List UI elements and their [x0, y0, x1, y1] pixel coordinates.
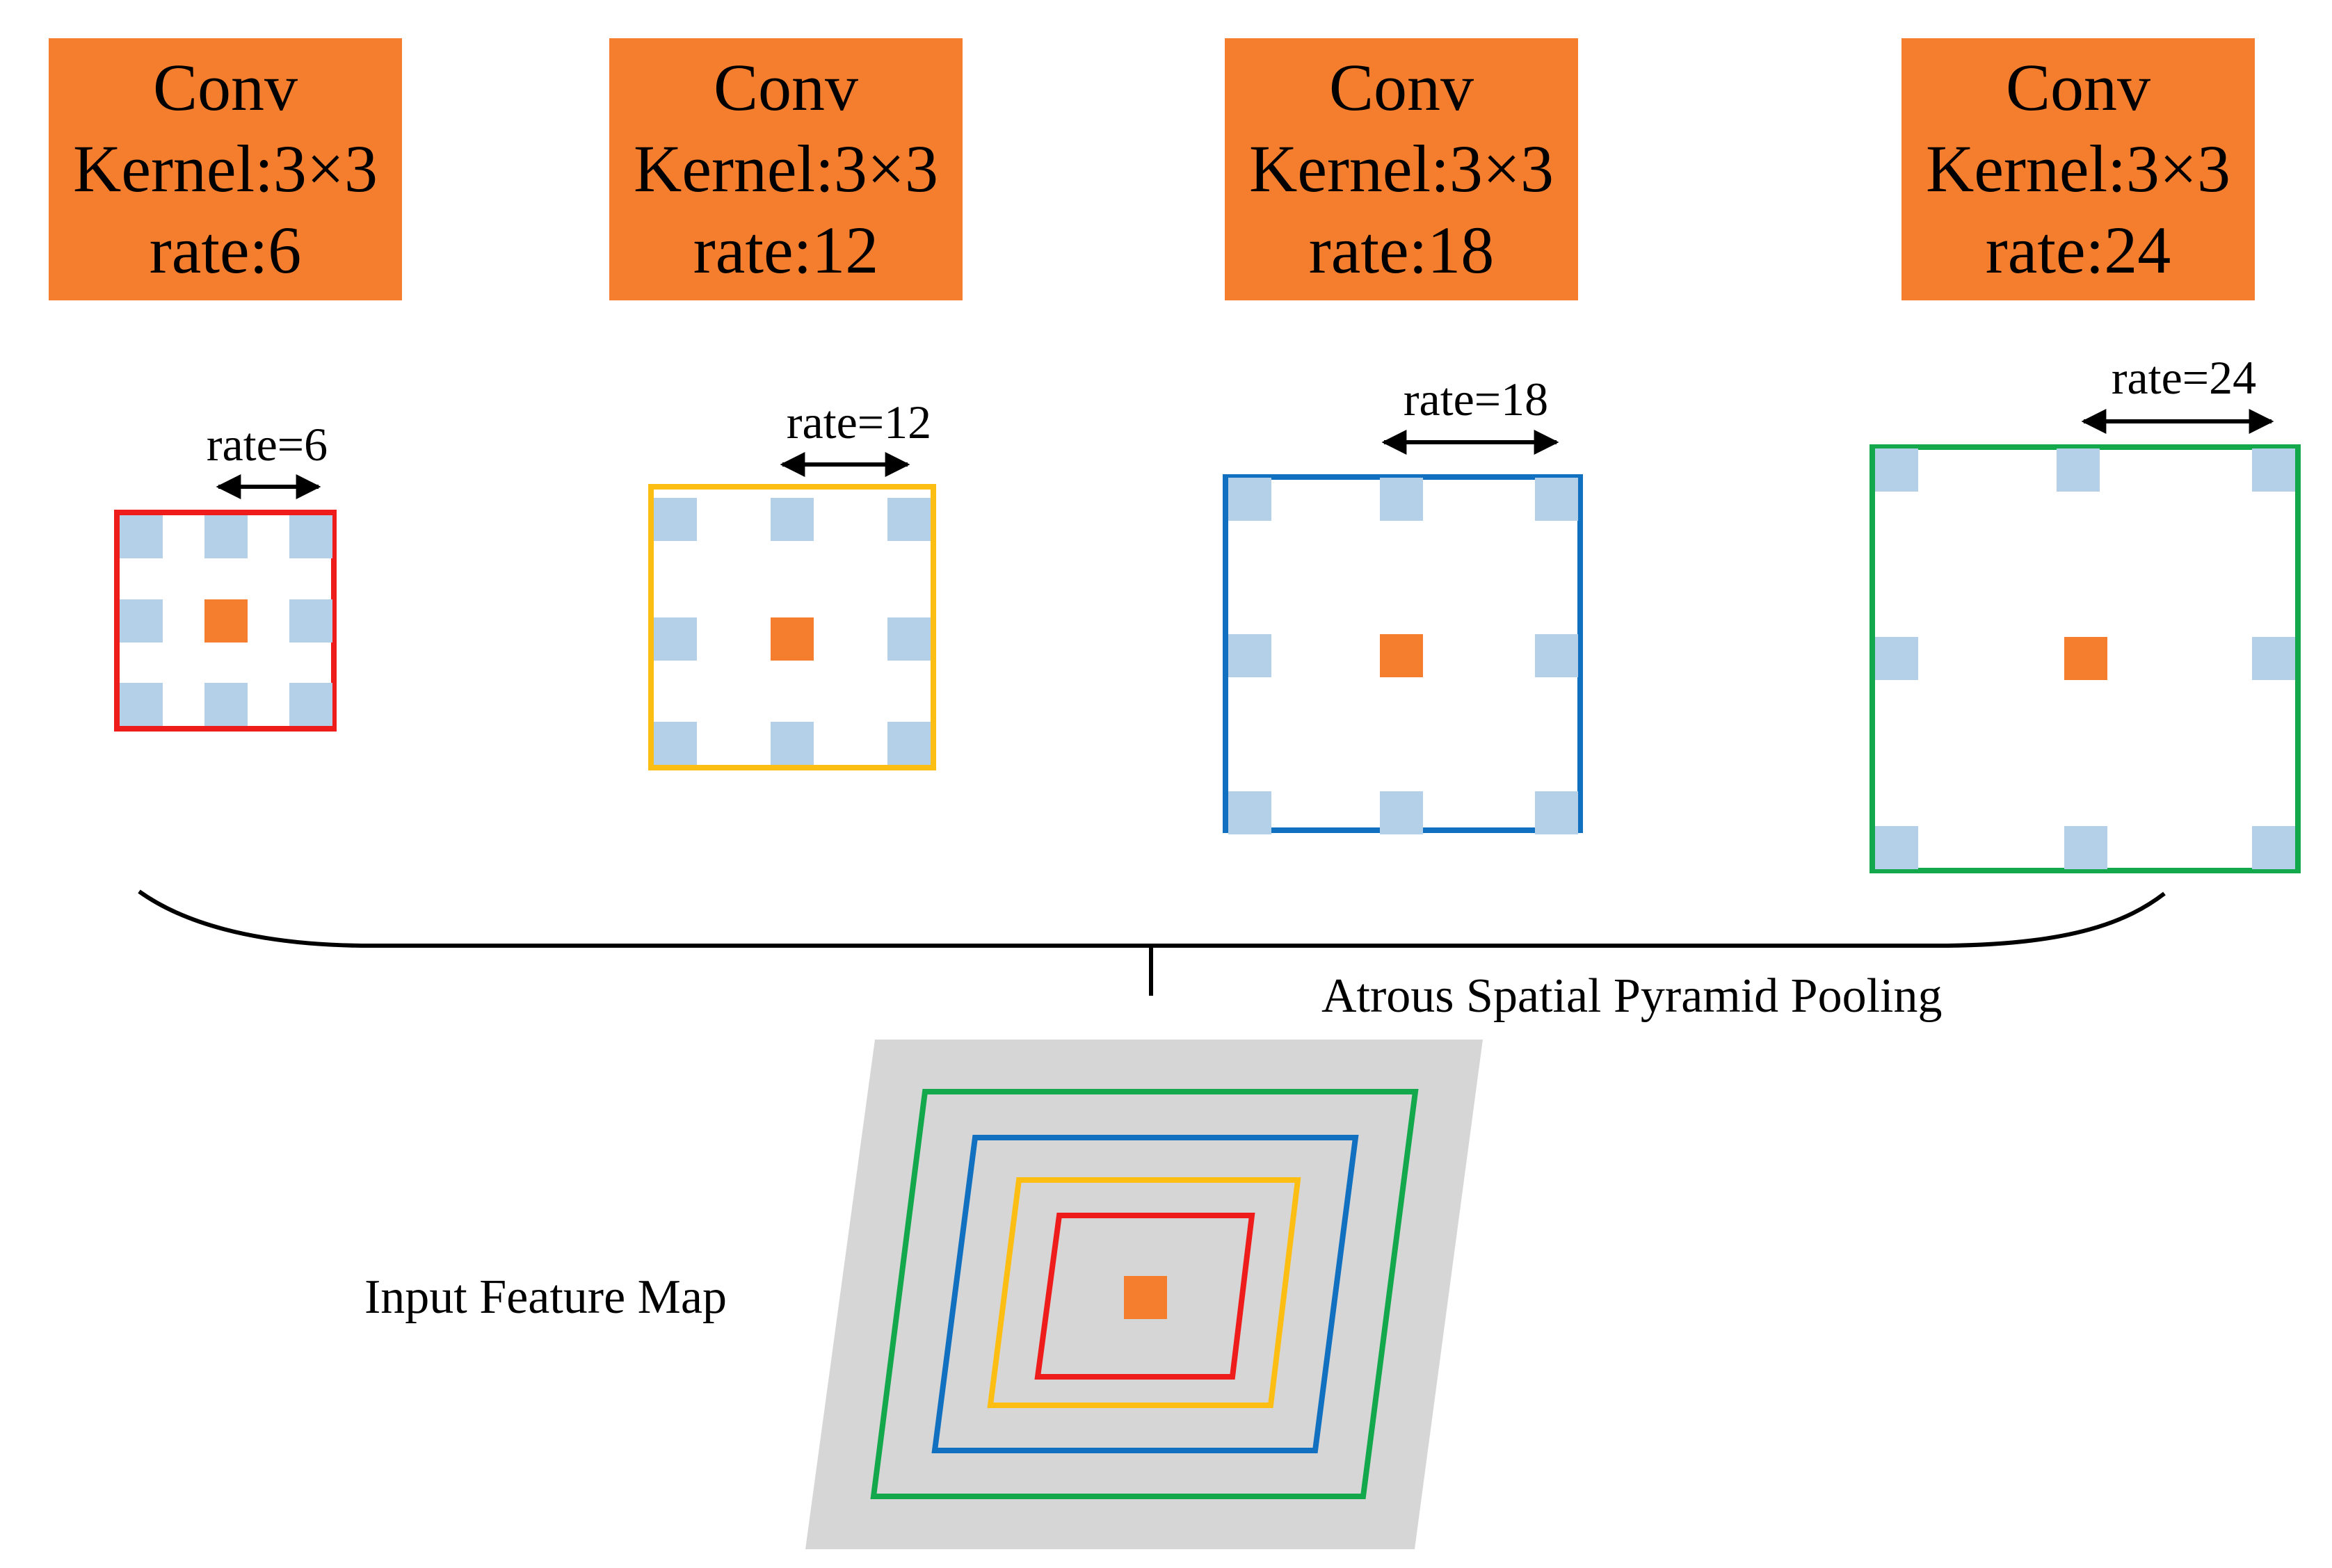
kernel-frame [648, 484, 936, 770]
sample-cell [2252, 826, 2295, 869]
conv-box-rate: rate:18 [1309, 213, 1495, 287]
feature-map-frame-yellow [987, 1177, 1301, 1408]
rate-label: rate=24 [2112, 351, 2256, 404]
aspp-brace [138, 889, 2166, 948]
center-cell [1380, 634, 1423, 677]
sample-cell [771, 722, 814, 765]
kernel-grid-rate-6: rate=6 [114, 418, 337, 732]
sample-cell [204, 683, 248, 726]
kernel-frame [114, 510, 337, 732]
conv-box-title: Conv [153, 50, 298, 124]
sample-cell [1535, 791, 1578, 834]
sample-cell [1380, 478, 1423, 521]
sample-cell [120, 683, 163, 726]
sample-cell [1535, 478, 1578, 521]
sample-cell [771, 498, 814, 541]
sample-cell [654, 617, 697, 661]
center-cell [2064, 637, 2107, 680]
sample-cell [1228, 478, 1271, 521]
conv-box-kernel: Kernel:3×3 [1926, 131, 2230, 206]
sample-cell [2057, 448, 2100, 492]
conv-box-rate-18: Conv Kernel:3×3 rate:18 [1225, 38, 1578, 300]
feature-map-center-cell [1124, 1276, 1167, 1319]
sample-cell [204, 515, 248, 558]
conv-box-background [609, 38, 963, 300]
input-feature-map-label: Input Feature Map [364, 1270, 727, 1324]
sample-cell [289, 599, 332, 642]
sample-cell [1875, 448, 1918, 492]
sample-cell [654, 498, 697, 541]
sample-cell [887, 722, 931, 765]
conv-box-rate-6: Conv Kernel:3×3 rate:6 [49, 38, 402, 300]
feature-map-frame-red [1034, 1213, 1255, 1380]
conv-box-rate-12: Conv Kernel:3×3 rate:12 [609, 38, 963, 300]
conv-box-kernel: Kernel:3×3 [634, 131, 938, 206]
sample-cell [120, 515, 163, 558]
sample-cell [2252, 637, 2295, 680]
conv-box-title: Conv [714, 50, 858, 124]
conv-box-rate: rate:24 [1986, 213, 2171, 287]
conv-box-background [1901, 38, 2255, 300]
conv-box-kernel: Kernel:3×3 [73, 131, 378, 206]
conv-box-background [1225, 38, 1578, 300]
rate-label: rate=18 [1404, 373, 1548, 426]
sample-cell [1380, 791, 1423, 834]
feature-map-frame-green [870, 1089, 1419, 1499]
sample-cell [120, 599, 163, 642]
kernel-grid-rate-24: rate=24 [1869, 351, 2301, 873]
sample-cell [2252, 448, 2295, 492]
sample-cell [1875, 637, 1918, 680]
conv-box-title: Conv [1329, 50, 1474, 124]
sample-cell [289, 683, 332, 726]
conv-box-background [49, 38, 402, 300]
kernel-grid-rate-18: rate=18 [1223, 373, 1583, 834]
kernel-frame [1869, 444, 2301, 873]
center-cell [771, 617, 814, 661]
aspp-label: Atrous Spatial Pyramid Pooling [1321, 969, 1943, 1023]
conv-box-rate-24: Conv Kernel:3×3 rate:24 [1901, 38, 2255, 300]
rate-label: rate=6 [207, 418, 328, 471]
sample-cell [2064, 826, 2107, 869]
rate-label: rate=12 [787, 396, 931, 448]
input-feature-map [805, 1040, 1483, 1549]
conv-box-title: Conv [2006, 50, 2150, 124]
sample-cell [654, 722, 697, 765]
conv-box-rate: rate:6 [150, 213, 302, 287]
sample-cell [289, 515, 332, 558]
sample-cell [1228, 791, 1271, 834]
sample-cell [1875, 826, 1918, 869]
conv-box-rate: rate:12 [693, 213, 879, 287]
sample-cell [1535, 634, 1578, 677]
center-cell [204, 599, 248, 642]
sample-cell [1228, 634, 1271, 677]
kernel-grid-rate-12: rate=12 [648, 396, 936, 770]
sample-cell [887, 498, 931, 541]
conv-box-kernel: Kernel:3×3 [1249, 131, 1554, 206]
sample-cell [887, 617, 931, 661]
feature-map-frame-blue [931, 1135, 1359, 1453]
